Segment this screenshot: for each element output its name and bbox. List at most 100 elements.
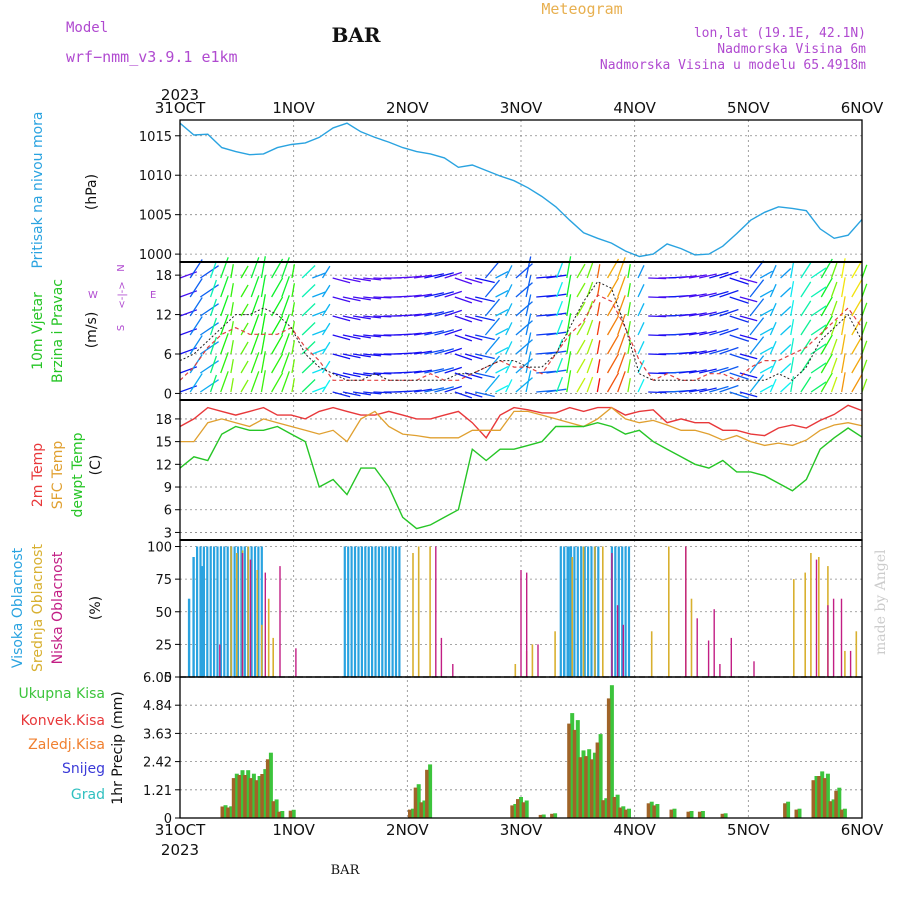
precip-unit: 1hr Precip (mm) (110, 691, 126, 804)
wind-arrow (434, 348, 454, 355)
wind-arrow (484, 298, 500, 317)
cloud-high-bar (569, 546, 573, 677)
y-tick-label: 0 (164, 387, 172, 402)
wind-arrow (454, 372, 473, 380)
wind-arrow (454, 334, 473, 342)
wind-arrow (342, 277, 361, 283)
wind-arrow (373, 315, 392, 318)
cloud-high-bar (360, 546, 363, 677)
wind-arrow (220, 257, 229, 279)
rain-total-bar (240, 770, 245, 818)
wind-arrow (363, 277, 382, 281)
wind-arrow (709, 328, 729, 336)
wind-arrow (525, 294, 532, 317)
y-tick-label: 1010 (139, 169, 172, 184)
wind-arrow (373, 296, 392, 299)
cloud-mid-bar (818, 557, 820, 677)
wind-arrow (505, 265, 513, 279)
wind-arrow (861, 359, 868, 374)
wind-arrow (820, 334, 833, 355)
wind-arrow (861, 283, 868, 298)
rain-conv-bar (595, 742, 600, 818)
cloud-mid-bar (855, 631, 858, 677)
wind-arrow (363, 372, 382, 376)
dewpt-temp-line (179, 421, 863, 530)
compass-e: E (150, 290, 156, 301)
wind-arrow (596, 321, 601, 336)
rain-total-bar (570, 713, 575, 818)
wind-arrow (749, 279, 765, 298)
wind-arrow (739, 277, 758, 284)
rain-conv-bar (783, 803, 787, 818)
cloud-high-bar (357, 546, 360, 677)
rain-conv-bar (589, 759, 594, 818)
cloud-high-bar (381, 546, 384, 677)
wind-arrow (260, 332, 266, 355)
x-tick-top: 31OCT (155, 99, 206, 117)
rain-conv-bar (408, 809, 412, 818)
wind-arrow (271, 334, 284, 355)
wind-arrow (596, 378, 601, 393)
wind-arrow (434, 310, 454, 317)
wind-arrow (301, 360, 316, 374)
wind-arrow (698, 330, 717, 336)
rain-total-bar (689, 811, 694, 818)
wind-gust-line (179, 281, 863, 381)
cloud-high-bar (196, 546, 199, 677)
y-tick-label: 0 (164, 671, 172, 686)
cloud-high-bar (583, 546, 586, 677)
wind-arrow (606, 277, 620, 298)
wind-arrow (841, 353, 846, 374)
y-tick-label: 18 (155, 269, 172, 284)
wind-arrow (698, 311, 717, 317)
wind-arrow (810, 381, 827, 393)
cloud-low-bar (611, 553, 613, 677)
rain-conv-bar (288, 810, 293, 818)
wind-arrow (475, 372, 495, 379)
cloud-mid-bar (668, 546, 670, 677)
rain-conv-bar (839, 809, 844, 818)
wind-arrow (729, 334, 749, 342)
wind-arrow (414, 274, 433, 279)
wind-arrow (688, 274, 707, 279)
wind-arrow (444, 347, 463, 355)
wind-arrow (434, 386, 454, 393)
wind-arrow (291, 378, 296, 393)
wind-arrow (240, 303, 249, 317)
cloud-low-bar (849, 650, 852, 677)
cloud-high-bar (576, 546, 579, 677)
compass-n: N (116, 264, 127, 271)
wind-arrow (291, 340, 296, 355)
wind-arrow (688, 331, 707, 336)
wind-arrow (719, 289, 739, 298)
wind-arrow (403, 294, 422, 298)
rain-total-bar (251, 773, 256, 818)
wind-arrow (719, 346, 739, 355)
cloud-low-bar (440, 637, 443, 677)
wind-arrow (759, 384, 773, 393)
wind-arrow (464, 296, 483, 303)
wind-arrow (414, 369, 433, 374)
wind-arrow (240, 341, 249, 355)
top-year: 2023 (161, 86, 199, 104)
bottom-year: 2023 (161, 841, 199, 859)
wind-arrow (363, 353, 382, 357)
cloud-high-bar (374, 546, 377, 677)
wind-arrow (403, 370, 422, 374)
wind-arrow (332, 334, 351, 341)
wind-arrow (291, 264, 296, 279)
rain-total-bar (797, 808, 802, 818)
y-tick-label: 15 (155, 436, 172, 451)
x-tick-bottom: 3NOV (500, 821, 543, 839)
rain-total-bar (609, 685, 614, 818)
wind-arrow (209, 336, 218, 355)
cloud-high-bar (364, 546, 367, 677)
wind-arrow (820, 296, 833, 317)
precip-legend-1: Konvek.Kisa (21, 713, 105, 729)
wind-arrow (230, 283, 234, 298)
cloud-mid-bar (256, 570, 259, 677)
wind-arrow (454, 277, 473, 285)
wind-arrow (830, 281, 838, 298)
model-name: wrf−nmm_v3.9.1 e1km (66, 48, 238, 66)
wind-arrow (403, 275, 422, 279)
